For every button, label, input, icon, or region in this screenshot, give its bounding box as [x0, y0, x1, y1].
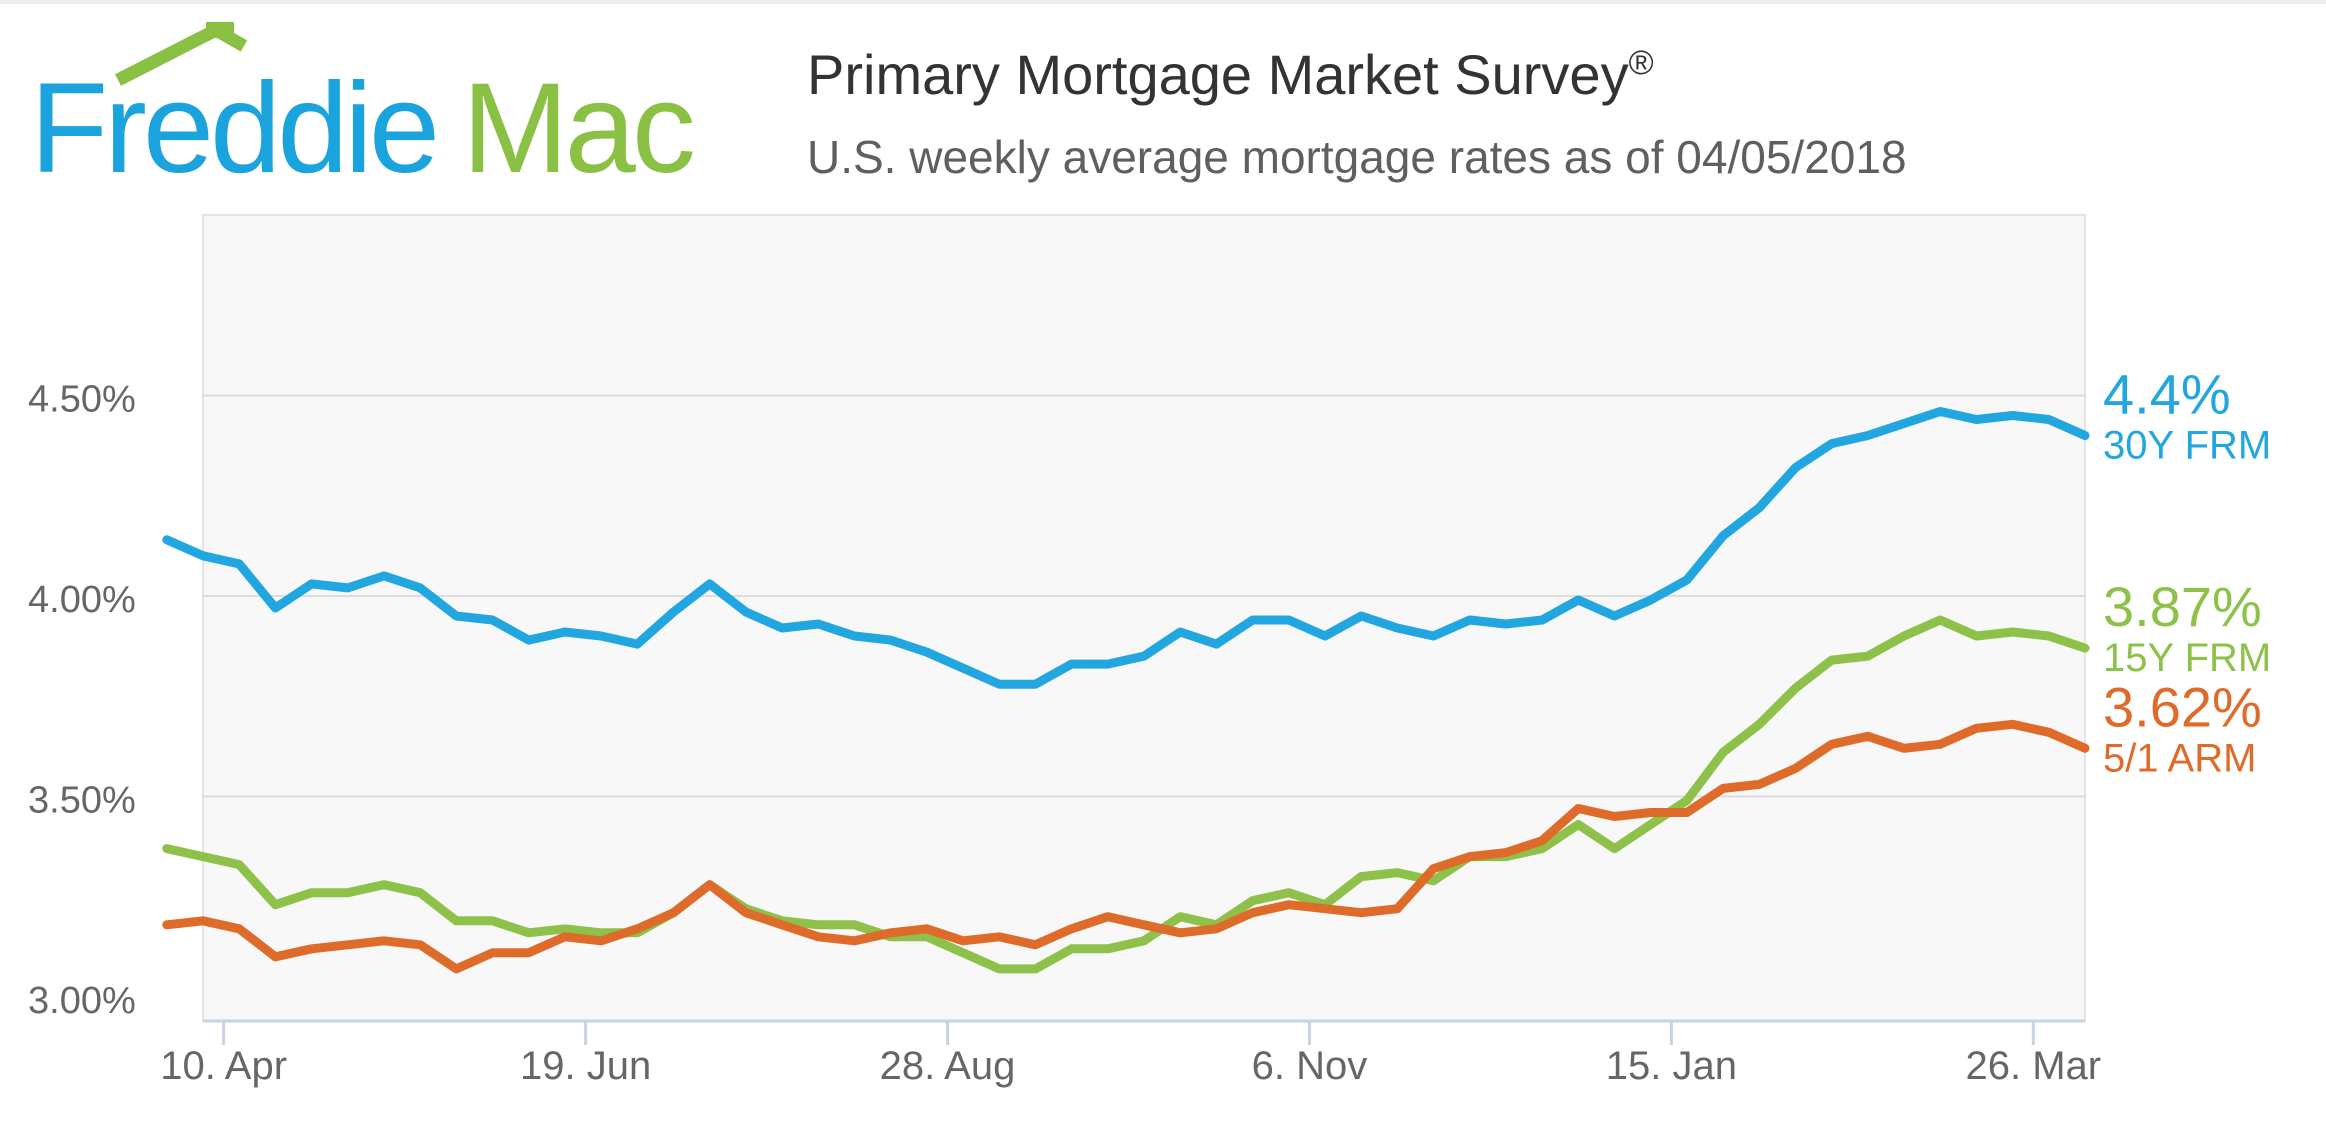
series-end-name: 15Y FRM — [2103, 636, 2271, 680]
series-end-value: 4.4% — [2103, 363, 2231, 426]
y-tick-label: 3.00% — [28, 980, 136, 1022]
series-end-name: 30Y FRM — [2103, 424, 2271, 468]
x-tick-label: 15. Jan — [1606, 1044, 1737, 1088]
series-end-value: 3.62% — [2103, 675, 2262, 738]
freddie-mac-logo: Freddie Mac — [30, 22, 697, 188]
chimney-icon — [206, 22, 234, 38]
x-tick-label: 6. Nov — [1252, 1044, 1368, 1088]
chart-title: Primary Mortgage Market Survey® — [807, 42, 1654, 107]
y-tick-label: 4.50% — [28, 378, 136, 420]
series-line-5-1-arm — [162, 719, 2090, 974]
chart-title-text: Primary Mortgage Market Survey — [807, 43, 1629, 106]
y-axis-labels: 3.00% 3.50% 4.00% 4.50% — [28, 378, 136, 1021]
series-end-name: 5/1 ARM — [2103, 736, 2256, 780]
x-tick-label: 10. Apr — [160, 1044, 287, 1088]
y-tick-label: 4.00% — [28, 579, 136, 621]
logo-text-mac: Mac — [462, 57, 693, 188]
chart-subtitle: U.S. weekly average mortgage rates as of… — [807, 131, 1907, 183]
series-line-30y-frm — [162, 407, 2090, 689]
x-tick-label: 26. Mar — [1965, 1044, 2101, 1088]
gridlines — [203, 394, 2085, 798]
series-line-15y-frm — [162, 615, 2090, 974]
series-end-value: 3.87% — [2103, 575, 2262, 638]
logo-text-freddie: Freddie — [30, 57, 436, 188]
x-axis: 10. Apr 19. Jun 28. Aug 6. Nov 15. Jan 26. Ma… — [160, 1019, 2101, 1088]
series-lines — [162, 407, 2090, 974]
mortgage-rates-chart: 3.00% 3.50% 4.00% 4.50% 10. Apr 19. Jun 28. A… — [28, 214, 2271, 1088]
top-divider — [0, 0, 2326, 4]
x-tick-label: 28. Aug — [880, 1044, 1016, 1088]
x-tick-label: 19. Jun — [520, 1044, 651, 1088]
registered-mark: ® — [1628, 44, 1654, 82]
y-tick-label: 3.50% — [28, 779, 136, 821]
